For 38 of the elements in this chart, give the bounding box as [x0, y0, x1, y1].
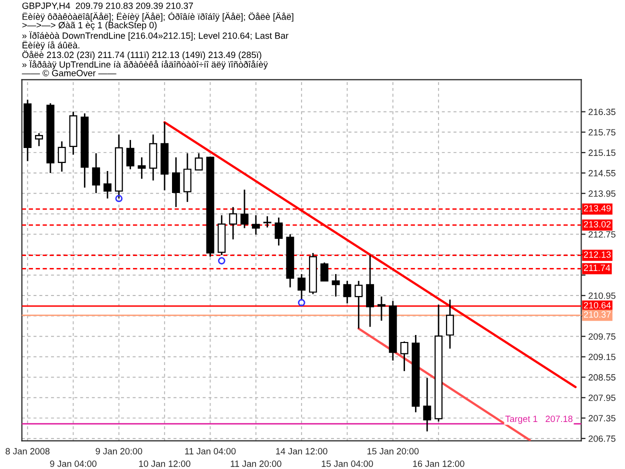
x-tick-label: 16 Jan 12:00: [413, 460, 464, 467]
text: —— © GameOver ——: [22, 70, 116, 76]
y-tick-label: 212.75: [588, 231, 616, 238]
text: GBPJPY,H4 209.79 210.83 209.39 210.37: [22, 2, 193, 10]
x-tick-label: 9 Jan 04:00: [50, 460, 96, 467]
y-tick-label: 215.15: [588, 150, 616, 156]
y-tick-label: 207.95: [588, 394, 616, 401]
y-tick-label: 208.55: [588, 374, 616, 381]
ref-line-label: 213.02: [584, 221, 611, 228]
x-tick-label: 14 Jan 12:00: [276, 448, 328, 454]
ref-line-label: 213.49: [584, 205, 611, 212]
x-tick-label: 8 Jan 2008: [6, 448, 50, 454]
y-tick-label: 209.75: [588, 333, 616, 340]
y-tick-label: 206.75: [588, 435, 616, 442]
y-tick-label: 209.15: [588, 354, 616, 360]
text: Öåëè 213.02 (23ï) 211.74 (111ï) 212.13 (149ï) 213.49 (285ï): [22, 50, 262, 60]
ref-line-label: 212.13: [584, 251, 611, 258]
text: » Ïðîáèòà DownTrendLine [216.04»212.15]; Level 210.64; Last Bar: [22, 31, 288, 41]
x-tick-label: 9 Jan 20:00: [96, 448, 142, 454]
y-tick-label: 216.35: [588, 108, 616, 116]
annotation: Target 1 207.18: [505, 416, 572, 424]
ref-line-label: 210.37: [584, 311, 611, 318]
y-tick-label: 215.75: [588, 129, 616, 136]
y-tick-label: 213.95: [588, 190, 616, 197]
text: Ëèíèÿ ôðàêòàëîâ[Äåë]; Ëèíèÿ [Äåë]; Óðîâíè ïðîáîÿ [Äåë]; Öåëè [Äåë]: [22, 12, 294, 22]
x-tick-label: 11 Jan 20:00: [230, 460, 282, 467]
text: >—>—> Øàã 1 èç 1 (BackStep 0): [22, 22, 157, 30]
x-tick-label: 15 Jan 20:00: [367, 448, 419, 454]
text: Ëèíèÿ íå áûëà.: [22, 40, 80, 50]
x-tick-label: 10 Jan 12:00: [139, 460, 190, 467]
y-tick-label: 207.35: [588, 415, 616, 422]
ref-line-label: 211.74: [584, 264, 610, 271]
text: » Ïåðâàÿ UpTrendLine íà ãðàôèêå íåäîñòàòî÷íî äëÿ ïîñòðîåíèÿ: [22, 60, 268, 70]
x-tick-label: 15 Jan 04:00: [322, 460, 373, 467]
y-tick-label: 210.95: [588, 292, 616, 299]
x-tick-label: 11 Jan 04:00: [185, 448, 236, 454]
ref-line-label: 210.64: [584, 302, 611, 308]
y-tick-label: 214.55: [588, 170, 616, 176]
